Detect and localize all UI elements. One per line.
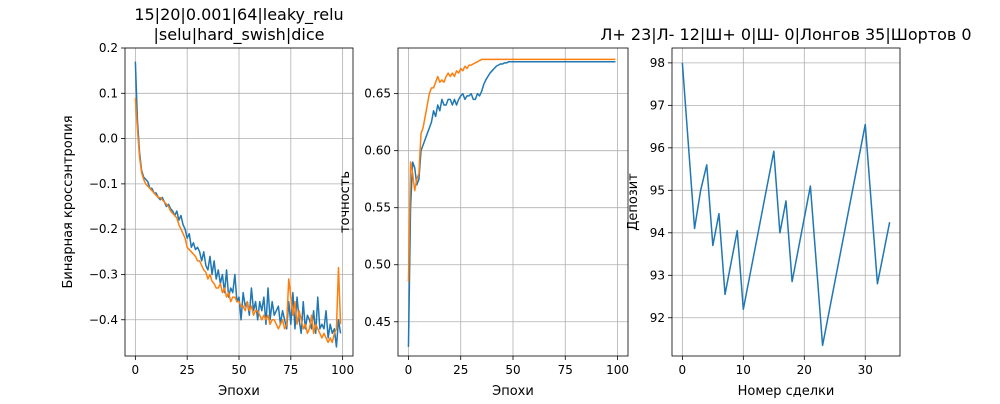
y-tick-label: −0.3 [89,267,118,281]
grid-lines [398,48,628,356]
y-tick-label: 0.60 [364,144,391,158]
x-axis-label: Номер сделки [738,384,835,399]
y-tick-label: 98 [650,56,665,70]
x-tick-label: 0 [405,363,413,377]
chart-title: Л+ 23|Л- 12|Ш+ 0|Ш- 0|Лонгов 35|Шортов 0 [600,25,971,44]
series-lines [134,61,342,348]
y-tick-label: 0.55 [364,201,391,215]
y-tick-label: 0.45 [364,315,391,329]
y-tick-label: 94 [650,226,665,240]
x-tick-label: 30 [858,363,873,377]
y-tick-label: 0.50 [364,258,391,272]
x-tick-label: 50 [231,363,246,377]
tick-marks: 0 25 50 75 100 −0.4 −0.3 −0.2 −0.1 0.0 0.1 0.2 [89,41,354,377]
x-tick-label: 50 [505,363,520,377]
x-tick-label: 0 [679,363,687,377]
x-tick-label: 100 [606,363,629,377]
chart-panel-loss: 0 25 50 75 100 −0.4 −0.3 −0.2 −0.1 0.0 0.1 0.2 15|2… [61,5,354,399]
series-1-line [134,61,342,348]
x-tick-label: 20 [797,363,812,377]
y-tick-label: 0.65 [364,87,391,101]
x-axis-label: Эпохи [492,384,534,399]
tick-marks: 0 25 50 75 100 0.45 0.50 0.55 0.60 0.65 [364,87,629,377]
x-tick-label: 0 [132,363,140,377]
grid-lines [672,48,900,356]
x-tick-label: 100 [331,363,354,377]
y-axis-label: точность [338,171,353,233]
x-tick-label: 25 [180,363,195,377]
y-tick-label: −0.1 [89,177,118,191]
chart-title-line-2: |selu|hard_swish|dice [154,25,325,45]
axes-frame [671,47,901,357]
tick-marks: 0 10 20 30 92 93 94 95 96 97 98 [650,56,873,377]
y-tick-label: 96 [650,141,665,155]
deposit-line [681,62,891,347]
x-axis-label: Эпохи [218,384,260,399]
series-2-line [407,58,616,282]
grid-lines [125,47,353,356]
x-tick-label: 75 [283,363,298,377]
y-tick-label: 95 [650,183,665,197]
chart-panel-accuracy: 0 25 50 75 100 0.45 0.50 0.55 0.60 0.65 Эпохи точ… [338,47,629,399]
y-tick-label: 97 [650,98,665,112]
series-2-line [134,97,342,344]
series-lines [681,62,891,347]
y-tick-label: 0.1 [99,86,118,100]
x-tick-label: 75 [558,363,573,377]
y-tick-label: 93 [650,268,665,282]
x-tick-label: 25 [453,363,468,377]
x-tick-label: 10 [736,363,751,377]
y-axis-label: Депозит [626,173,641,231]
y-tick-label: 0.2 [99,41,118,55]
series-lines [407,58,616,347]
chart-title-line-1: 15|20|0.001|64|leaky_relu [134,5,343,25]
y-axis-label: Бинарная кроссэнтропия [61,115,76,288]
y-tick-label: 92 [650,311,665,325]
y-tick-label: −0.4 [89,313,118,327]
chart-panel-deposit: 0 10 20 30 92 93 94 95 96 97 98 Л+ 23|Л- 12|Ш+ 0|Ш… [600,25,971,399]
y-tick-label: −0.2 [89,222,118,236]
series-1-line [407,60,616,347]
y-tick-label: 0.0 [99,132,118,146]
